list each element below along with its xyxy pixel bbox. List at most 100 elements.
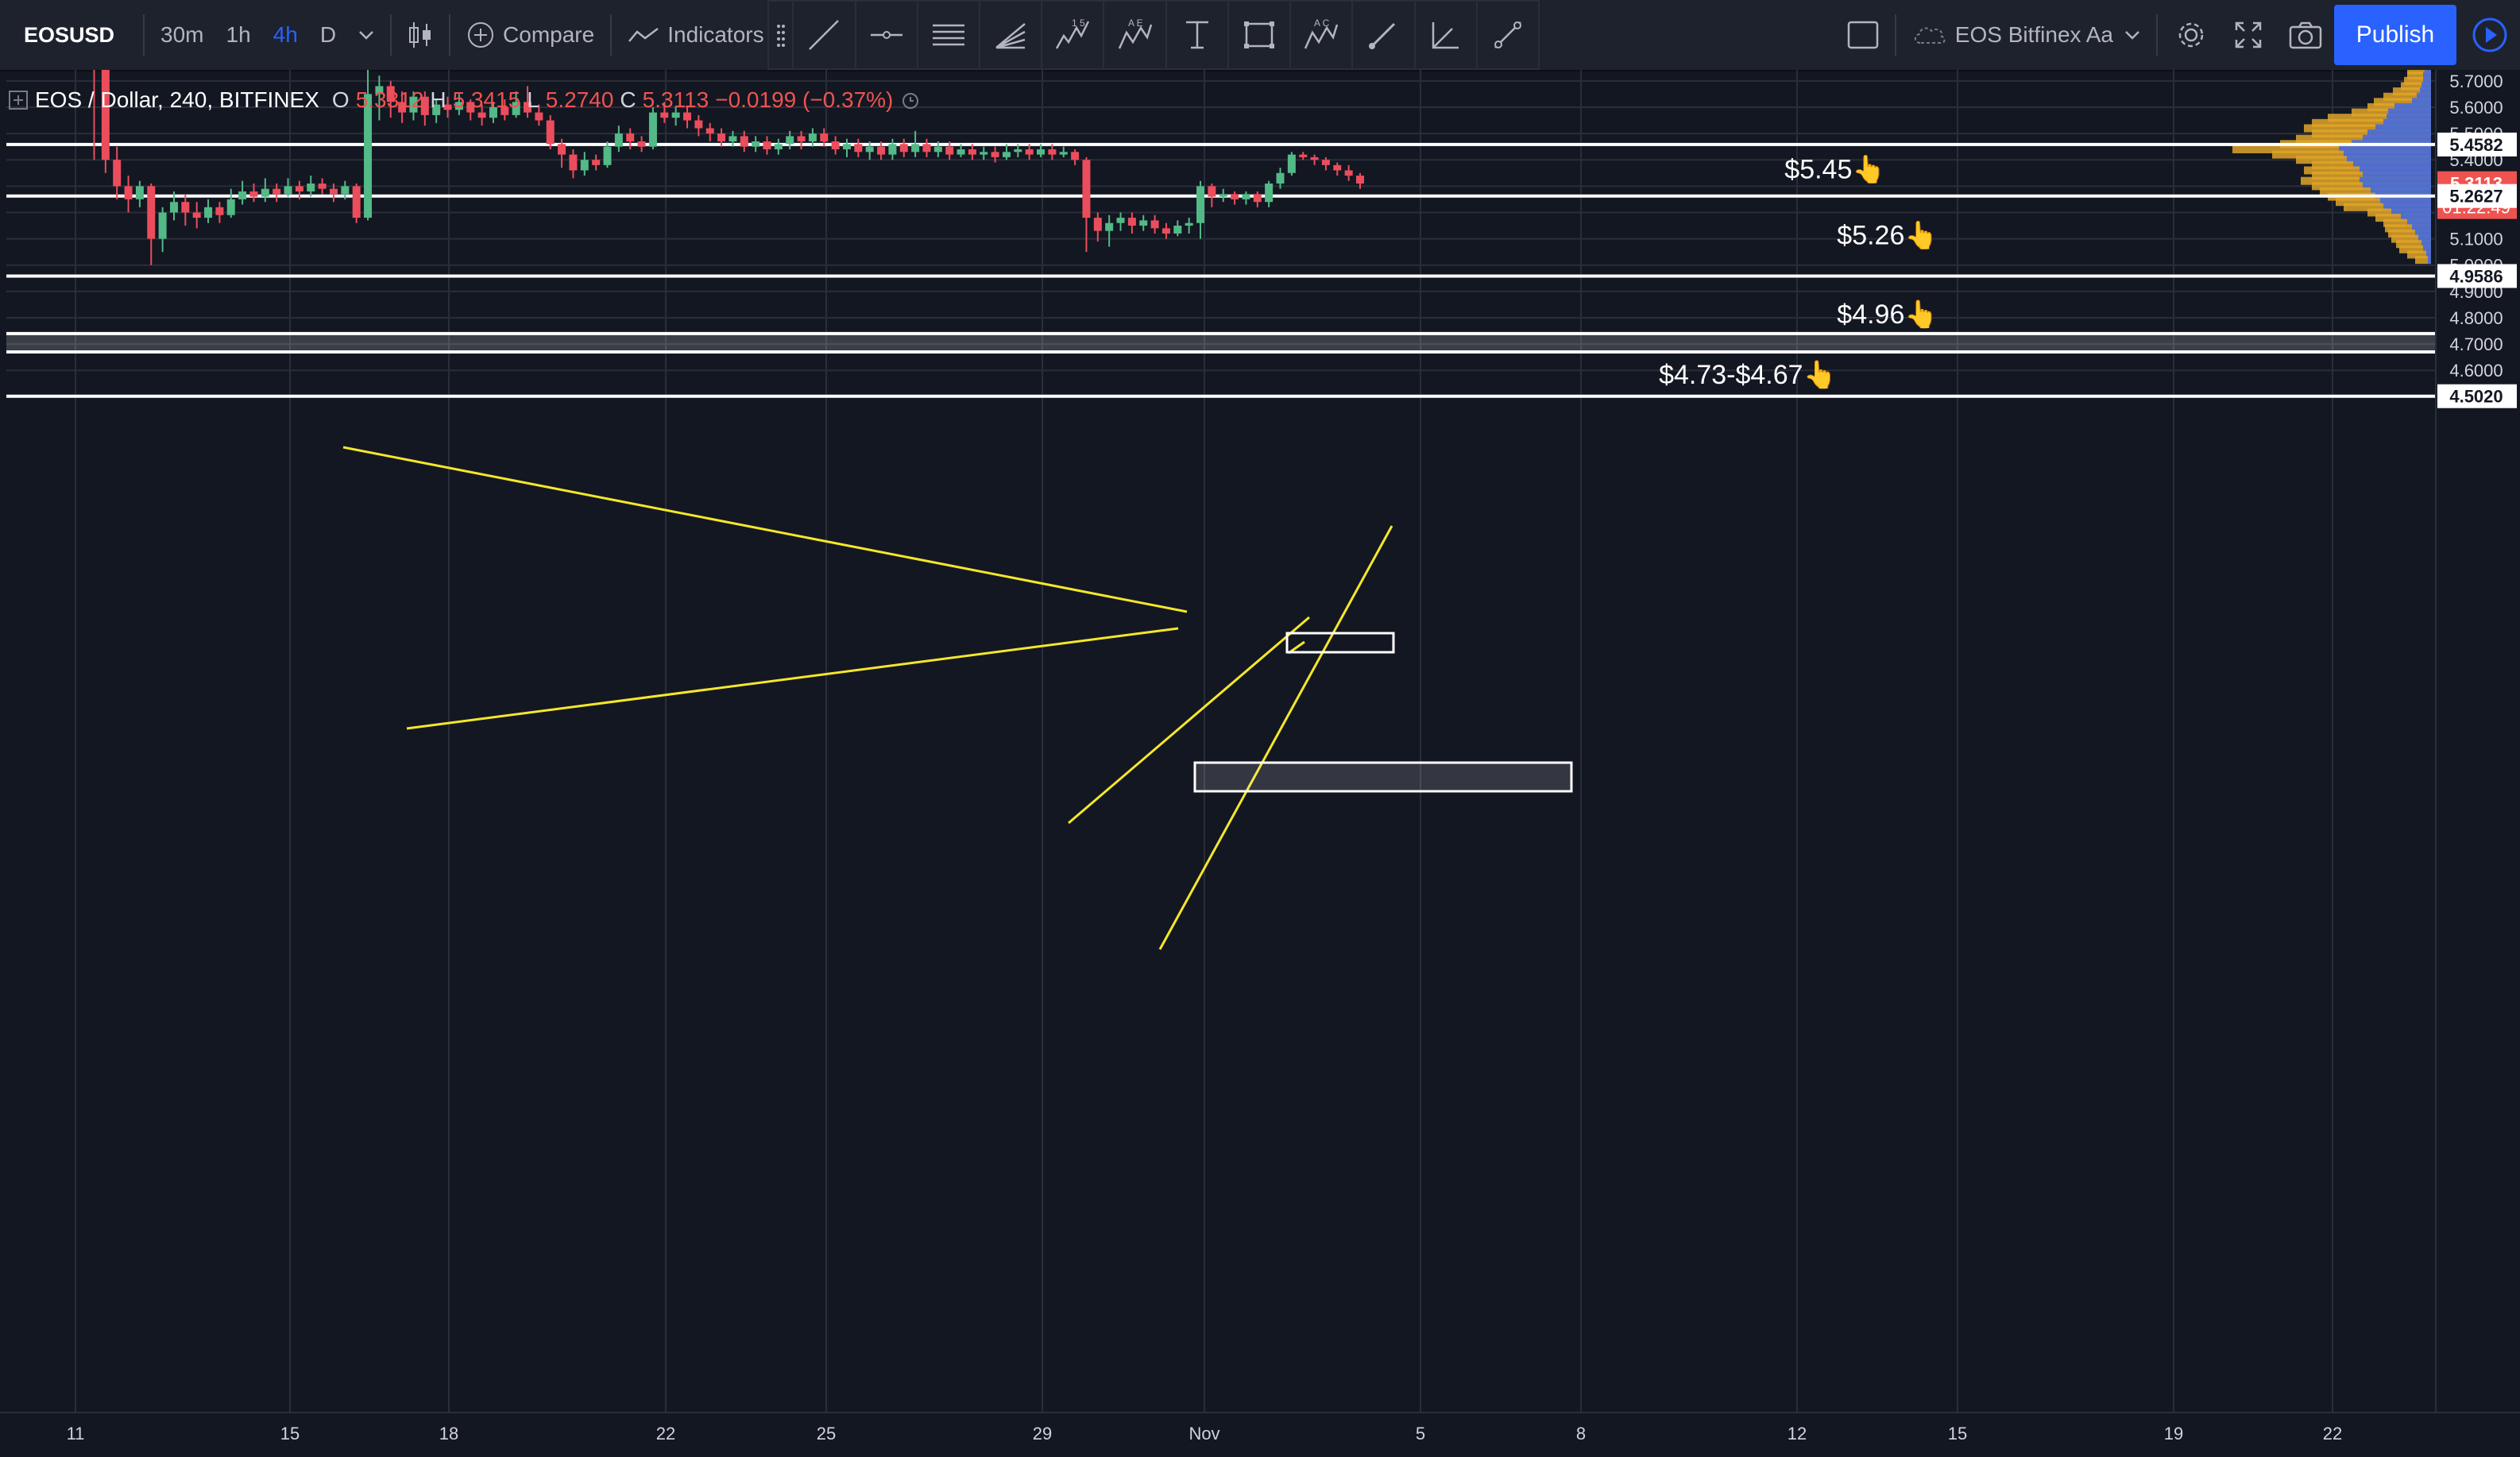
volume-profile-bar [2312,118,2431,127]
candle-body [1276,172,1285,184]
snapshot-button[interactable] [2277,0,2334,70]
time-tick-label: Nov [1188,1424,1219,1443]
publish-button[interactable]: Publish [2334,5,2456,65]
volume-profile-bar [2407,250,2431,259]
fullscreen-button[interactable] [2220,0,2277,70]
candle-body [877,146,886,155]
volume-profile-bar [2380,198,2431,207]
trendline [342,446,1188,613]
timeframe-1h[interactable]: 1h [226,22,251,47]
volume-profile-bar [2347,156,2431,164]
timeframe-30m[interactable]: 30m [160,22,204,47]
candle-body [980,152,988,155]
time-tick-label: 15 [1948,1424,1967,1443]
horizontal-line-icon [870,31,902,39]
level-label: $5.45👆 [1784,154,1885,185]
candle-body [888,144,897,155]
price-zone [6,333,2436,353]
price-axis[interactable]: 6.00005.90005.80005.70005.60005.50005.40… [2435,70,2520,1413]
price-tick-label: 5.1000 [2449,230,2503,249]
candle-body [364,94,373,218]
candle-body [466,102,475,113]
volume-profile-bar [2363,172,2431,180]
xabcd-pattern-tool[interactable]: A C [1291,1,1354,69]
volume-profile-bar [2387,114,2431,122]
indicators-button[interactable]: Indicators [616,0,775,70]
cloud-icon [1914,27,1946,44]
compare-button[interactable]: Compare [455,0,605,70]
volume-profile-bar [2383,118,2431,127]
candle-body [740,136,748,147]
time-tick-label: 15 [280,1424,300,1443]
brush-tool[interactable] [1353,1,1416,69]
trend-line-icon [809,20,840,50]
candle-body [454,102,463,110]
text-tool[interactable] [1167,1,1229,69]
elliott-wave-tool[interactable]: 1 5 [1042,1,1105,69]
chart-type-button[interactable] [396,0,444,70]
candle-body [797,136,806,142]
rectangle-tool[interactable] [1229,1,1292,69]
replay-button[interactable] [2460,5,2520,65]
horizontal-line-tool[interactable] [856,1,918,69]
alarm-clock-icon[interactable] [899,90,922,110]
candle-body [1287,154,1296,173]
candle-body [774,144,783,149]
candle-body [1333,164,1342,171]
layout-name: EOS Bitfinex Aa [1954,22,2113,47]
price-chart[interactable]: $5.92-$6.06$4.73-$4.67👆$5.45👆$5.26👆$4.96… [0,70,2520,1457]
candle-body [420,96,429,115]
volume-profile-bar [2420,87,2431,96]
ruler-icon [1494,21,1521,48]
candle-body [603,146,612,165]
volume-profile-bar [2415,256,2431,265]
volume-profile-bar [2385,224,2431,233]
candle-body [1014,149,1022,153]
gear-icon [2178,22,2204,48]
volume-profile-bar [2412,224,2431,233]
compare-label: Compare [503,22,595,47]
candle-body [1161,228,1170,234]
collapse-legend-icon[interactable] [8,90,29,110]
candle-body [307,184,315,191]
candle-body [318,184,327,189]
measure-tool[interactable] [1416,1,1478,69]
candle-body [1082,160,1091,218]
price-tick-label: 5.6000 [2449,98,2503,118]
trend-line-tool[interactable] [794,1,856,69]
candle-body [1002,152,1011,157]
volume-profile-bar [2360,176,2431,185]
drag-handle[interactable] [769,1,794,69]
candle-body [705,128,714,134]
candle-body [671,112,680,118]
timeframe-4h[interactable]: 4h [272,22,298,47]
timeframe-1d[interactable]: D [319,22,337,47]
ruler-tool[interactable] [1478,1,1538,69]
chart-grid [6,70,2436,1413]
volume-profile-bar [2388,229,2431,238]
candle-body [1025,149,1034,155]
volume-profile-bar [2360,166,2431,175]
candle-body [1139,220,1148,226]
elliott-wave-text: 1 5 [1072,17,1085,29]
ohlc-low-key: L [527,87,539,112]
fullscreen-toggle[interactable] [1836,0,1890,70]
abcd-pattern-tool[interactable]: A E [1104,1,1167,69]
candle-body [124,186,133,199]
candle-body [648,112,657,147]
symbol-search[interactable]: EOSUSD [24,22,115,47]
measure-icon [1432,22,1459,49]
layout-selector[interactable]: EOS Bitfinex Aa [1901,0,2151,70]
volume-profile-bar [2391,208,2431,217]
time-axis-background [0,1413,2520,1457]
settings-button[interactable] [2162,0,2220,70]
candle-body [1208,186,1216,197]
timeframe-dropdown[interactable] [347,0,385,70]
gann-fan-tool[interactable] [980,1,1043,69]
time-axis[interactable]: 11 15 18 22 25 29 Nov 5 8 12 15 19 22 [0,1412,2520,1457]
volume-profile-bar [2232,145,2431,153]
candle-body [808,133,817,142]
volume-profile-bar [2383,203,2431,211]
candle-body [1219,194,1227,197]
pitchfork-tool[interactable] [918,1,980,69]
